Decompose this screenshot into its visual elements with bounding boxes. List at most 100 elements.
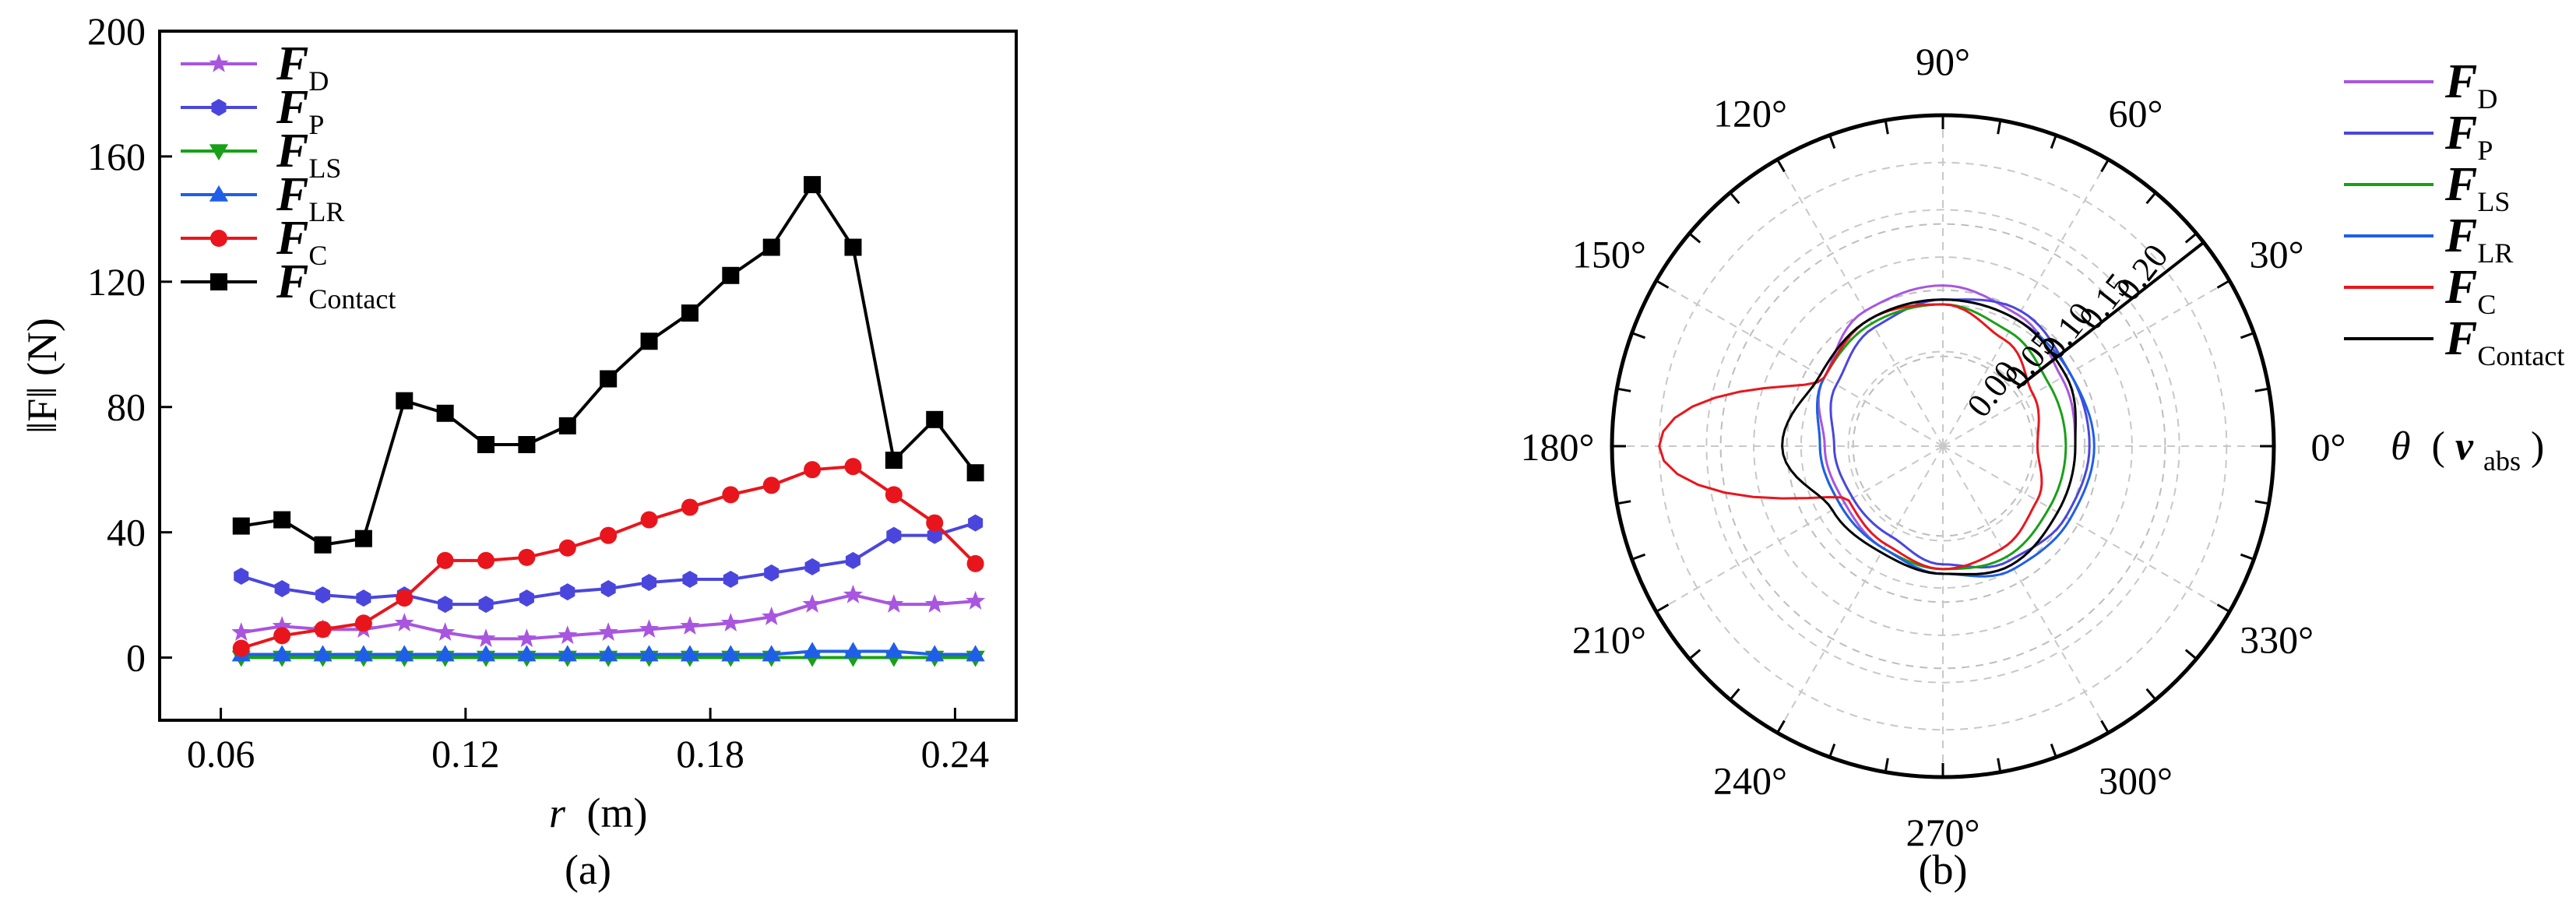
angle-tick-labels: 0° 30° 60° 90° 120° 150° 180° 210° 240° 270° 300° 3… [1521, 40, 2346, 854]
y-tick-label: 40 [107, 511, 146, 554]
legend-label-P: FP [2444, 107, 2493, 166]
angle-tick-mark [1776, 159, 1786, 173]
legend-symbol: F [2444, 158, 2477, 211]
data-point [640, 332, 658, 350]
legend-label-D: FD [2444, 55, 2497, 114]
legend-symbol: F [276, 37, 308, 90]
x-tick-label: 0.12 [431, 732, 500, 776]
legend-symbol: F [276, 125, 308, 178]
data-point [600, 526, 618, 544]
data-point [843, 584, 864, 603]
data-point [477, 551, 495, 569]
data-point [273, 645, 292, 662]
data-point [476, 645, 496, 662]
legend-symbol: F [276, 81, 308, 134]
angle-tick-label: 30° [2250, 233, 2304, 276]
angle-tick-label: 150° [1572, 233, 1646, 276]
data-point [274, 580, 290, 598]
grid-circle [1719, 223, 2166, 670]
x-tick-label: 0.06 [187, 732, 255, 776]
legend-label-LS: FLS [2444, 158, 2510, 217]
y-tick-label: 200 [87, 9, 146, 53]
y-tick-label: 120 [87, 260, 146, 304]
angle-tick-label: 120° [1713, 91, 1787, 135]
legend-subscript: C [2477, 289, 2496, 320]
data-point [721, 645, 741, 662]
series-line-Contact [241, 181, 977, 547]
data-point [315, 586, 331, 604]
x-tick-label: 0.24 [921, 732, 990, 776]
angle-tick-mark [2254, 387, 2269, 392]
grid-spoke [1942, 445, 2110, 733]
data-point [394, 613, 414, 631]
data-point [558, 417, 576, 434]
data-point [927, 526, 942, 544]
legend-marker [210, 273, 227, 290]
data-point [884, 593, 904, 613]
angle-tick-label: 90° [1916, 40, 1970, 83]
angle-tick-mark [1828, 135, 1836, 149]
series-line-C [241, 465, 977, 650]
legend-marker [209, 185, 229, 202]
x-ticks: 0.06 0.12 0.18 0.24 [187, 708, 989, 776]
legend-subscript: D [2477, 83, 2497, 114]
data-point [232, 517, 250, 535]
grid-spoke [1776, 445, 1944, 733]
data-point [966, 554, 984, 572]
data-point [764, 564, 779, 582]
angle-tick-mark [1729, 688, 1740, 701]
angle-tick-label: 60° [2109, 91, 2163, 135]
data-point [843, 642, 863, 659]
series-group [231, 176, 986, 667]
data-point [804, 558, 820, 575]
legend-subscript: Contact [2477, 340, 2564, 371]
angle-axis-symbol: θ [2391, 424, 2411, 469]
legend-subscript: LS [308, 153, 341, 184]
legend-symbol: F [2444, 312, 2477, 365]
angle-tick-mark [2100, 719, 2110, 733]
angle-tick-mark [2145, 192, 2157, 205]
data-point [804, 176, 822, 194]
legend-subscript: LR [308, 196, 344, 227]
data-point [844, 238, 862, 256]
data-point [722, 266, 740, 284]
y-tick-label: 0 [126, 636, 146, 680]
legend-label-LR: FLR [2444, 209, 2513, 269]
data-point [681, 498, 699, 516]
angle-axis-variable: v [2455, 424, 2474, 469]
angle-tick-mark [2184, 232, 2198, 244]
y-axis-label: ‖F‖ (N) [19, 318, 65, 434]
legend-marker [210, 230, 227, 247]
angle-tick-label: 240° [1713, 759, 1787, 803]
data-point [966, 645, 985, 662]
data-point [272, 616, 292, 635]
data-point [925, 645, 945, 662]
data-point [519, 589, 534, 607]
series-curve-Contact [1781, 298, 2077, 575]
x-axis-unit: (m) [587, 790, 648, 836]
angle-tick-mark [2050, 135, 2057, 149]
y-tick-label: 80 [107, 385, 146, 429]
data-point [354, 645, 374, 662]
angle-tick-mark [2100, 159, 2110, 173]
angle-tick-mark [1656, 603, 1670, 613]
caption-a: (a) [565, 846, 611, 893]
data-point [438, 596, 453, 614]
data-point [436, 404, 454, 422]
series-Contact [232, 176, 984, 554]
data-point [599, 645, 618, 662]
angle-tick-mark [2240, 553, 2254, 561]
angle-tick-mark [1688, 649, 1701, 660]
legend-subscript: LS [2477, 186, 2510, 217]
angle-tick-mark [2184, 649, 2198, 660]
data-point [314, 536, 332, 554]
legend-subscript: Contact [308, 283, 396, 315]
data-point [476, 628, 496, 648]
data-point [558, 645, 577, 662]
caption-b: (b) [1919, 846, 1968, 893]
data-point [966, 464, 984, 482]
angle-tick-label: 300° [2099, 759, 2173, 803]
data-point [886, 526, 902, 544]
